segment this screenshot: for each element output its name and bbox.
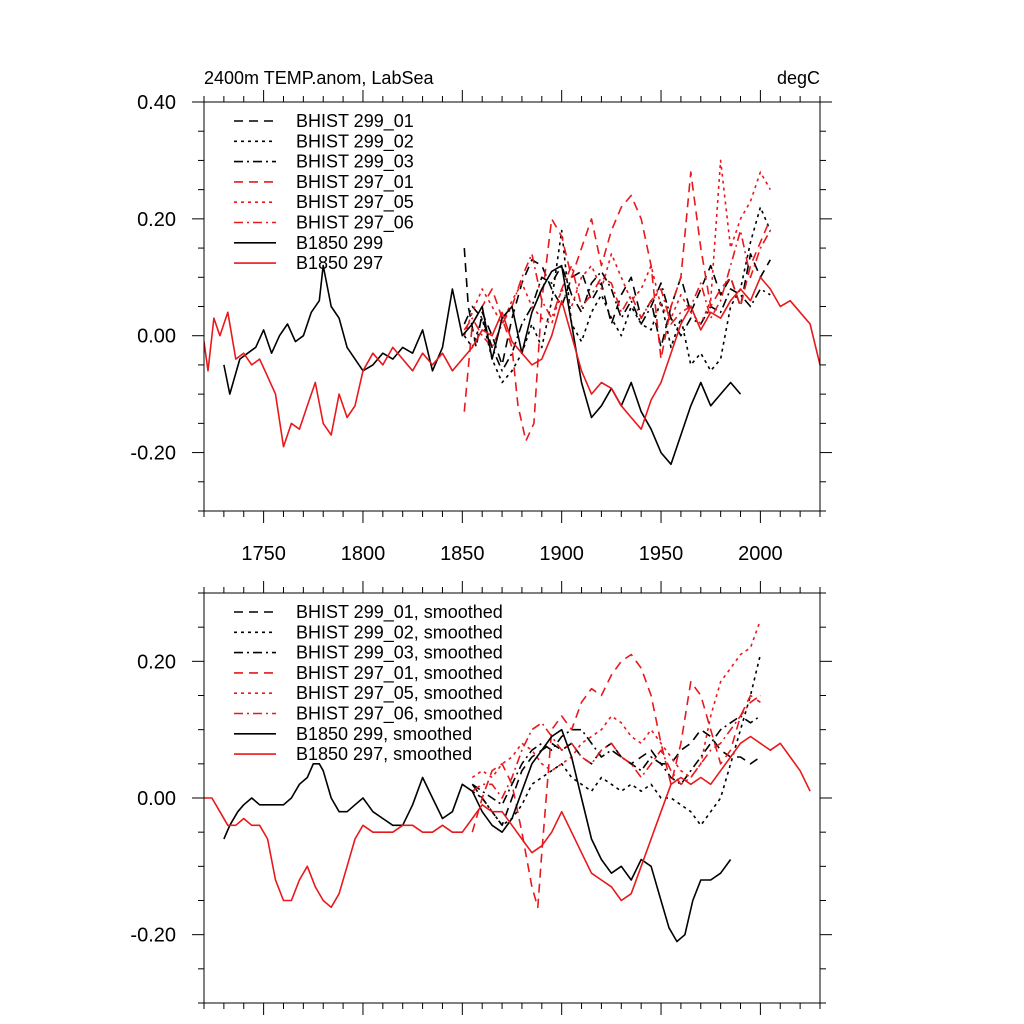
series-line-1 [471,728,761,827]
legend-label: BHIST 297_06 [296,213,414,234]
legend-label: B1850 299 [296,233,383,253]
series-line-5 [463,159,771,336]
series-line-7 [223,728,732,943]
series-line-4 [463,171,772,442]
panel-top: 2400m TEMP.anom, LabSea degC -0.20 0.00 0.… [130,68,832,565]
y-tick-labels: -0.20 0.00 0.20 [130,651,176,946]
series-line-7 [223,264,742,466]
legend-label: BHIST 297_01, smoothed [296,663,503,684]
series-line-2 [463,206,772,384]
series-line-8 [204,735,811,909]
legend-label: BHIST 299_03 [296,152,414,173]
x-tick-label: 2000 [738,543,783,565]
series-line-4 [471,653,761,909]
plot-lines [204,159,820,466]
x-tick-label: 1950 [639,543,684,565]
y-tick-label: -0.20 [130,443,176,465]
series-line-1 [463,248,771,366]
legend-label: B1850 299, smoothed [296,724,472,744]
series-line-3 [463,264,771,372]
legend-label: BHIST 299_01 [296,111,414,132]
chart-title: 2400m TEMP.anom, LabSea [204,68,434,88]
x-tick-label: 1800 [341,543,386,565]
y-tick-label: 0.00 [137,326,176,348]
legend-label: BHIST 297_05, smoothed [296,683,503,704]
legend-label: BHIST 299_02, smoothed [296,622,503,643]
units-label: degC [777,68,820,88]
legend-label: BHIST 297_05 [296,192,414,213]
x-tick-label: 1750 [241,543,286,565]
legend-label: BHIST 299_01, smoothed [296,602,503,623]
legend-label: BHIST 297_06, smoothed [296,704,503,725]
plot-frame [203,101,821,512]
legend-label: BHIST 299_02 [296,131,414,152]
plot-lines [204,620,811,943]
series-line-2 [471,654,762,827]
x-tick-label: 1900 [539,543,584,565]
panel-bottom: -0.200.000.20 BHIST 299_01, smoothedBHIS… [130,581,832,1015]
y-tick-label: 0.40 [137,92,176,114]
y-tick-labels: -0.20 0.00 0.20 0.40 [130,92,176,465]
y-tick-label: 0.20 [137,209,176,231]
legend-label: B1850 297, smoothed [296,744,472,764]
series-line-3 [471,715,761,806]
series-line-5 [471,620,762,779]
axis-ticks [192,581,832,1015]
x-tick-labels: 1750 1800 1850 1900 1950 2000 [241,543,782,565]
x-tick-label: 1850 [440,543,485,565]
axis-ticks [192,90,832,523]
legend-label: BHIST 299_03, smoothed [296,643,503,664]
series-line-6 [463,229,771,349]
legend-label: BHIST 297_01 [296,172,414,193]
series-line-8 [204,276,820,448]
y-tick-label: -0.20 [130,925,176,947]
y-tick-label: 0.00 [137,788,176,810]
legend-label: B1850 297 [296,253,383,273]
y-tick-label: 0.20 [137,651,176,673]
plot-frame [203,592,821,1004]
